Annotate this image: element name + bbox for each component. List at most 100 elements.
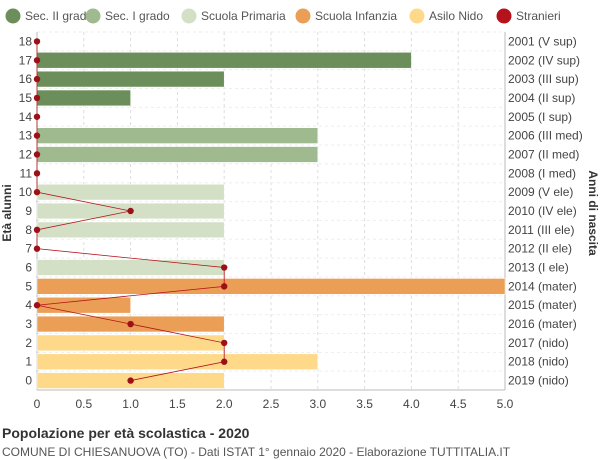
x-tick-label: 4.5 <box>450 397 467 411</box>
x-axis: 0 0.5 1.0 1.5 2.0 2.5 3.0 3.5 4.0 4.5 5.0 <box>34 397 514 411</box>
age-tick-label: 2 <box>25 336 32 350</box>
birth-year-tick-label: 2007 (II med) <box>508 147 579 161</box>
stranieri-point <box>33 302 41 309</box>
age-tick-label: 1 <box>25 355 32 369</box>
stranieri-point <box>33 94 41 102</box>
stranieri-point <box>221 283 228 290</box>
bar <box>36 278 506 295</box>
birth-year-tick-label: 2008 (I med) <box>508 166 576 180</box>
age-tick-label: 13 <box>19 129 33 143</box>
age-tick-label: 7 <box>25 242 32 256</box>
birth-year-tick-label: 2010 (IV ele) <box>508 204 577 218</box>
birth-year-tick-label: 2006 (III med) <box>508 129 583 143</box>
age-tick-label: 16 <box>19 72 33 86</box>
birth-year-tick-label: 2019 (nido) <box>508 374 569 388</box>
age-tick-label: 12 <box>19 147 33 161</box>
birth-year-tick-label: 2014 (mater) <box>508 279 577 293</box>
x-tick-label: 1.0 <box>122 397 139 411</box>
chart-title: Popolazione per età scolastica - 2020 <box>2 425 250 441</box>
age-tick-label: 10 <box>19 185 33 199</box>
x-tick-label: 5.0 <box>497 397 514 411</box>
birth-year-tick-label: 2012 (II ele) <box>508 242 572 256</box>
stranieri-point <box>33 113 41 120</box>
legend-label: Asilo Nido <box>429 9 483 23</box>
stranieri-point <box>127 377 134 384</box>
legend-label: Sec. II grado <box>25 9 93 23</box>
y-axis-title-right: Anni di nascita <box>586 170 600 256</box>
legend-label: Stranieri <box>516 9 561 23</box>
population-chart: Sec. II grado Sec. I grado Scuola Primaria… <box>0 8 600 411</box>
age-tick-label: 14 <box>19 110 33 124</box>
age-tick-label: 8 <box>25 223 32 237</box>
stranieri-point <box>33 245 41 252</box>
bar <box>36 70 225 88</box>
stranieri-point <box>221 339 228 347</box>
legend-marker <box>5 8 21 24</box>
stranieri-line <box>33 38 228 384</box>
x-tick-label: 3.5 <box>356 397 373 411</box>
age-tick-label: 6 <box>25 261 32 275</box>
birth-year-tick-label: 2016 (mater) <box>508 317 577 331</box>
birth-year-tick-label: 2001 (V sup) <box>508 34 577 48</box>
legend-label: Sec. I grado <box>105 9 170 23</box>
chart-grid <box>36 31 506 391</box>
stranieri-point <box>33 75 41 83</box>
birth-year-tick-label: 2003 (III sup) <box>508 72 579 86</box>
x-tick-label: 4.0 <box>403 397 420 411</box>
stranieri-point <box>33 170 41 177</box>
birth-year-tick-label: 2018 (nido) <box>508 355 569 369</box>
age-tick-label: 9 <box>25 204 32 218</box>
x-tick-label: 0 <box>34 397 41 411</box>
chart-source: COMUNE DI CHIESANUOVA (TO) - Dati ISTAT … <box>2 445 511 459</box>
stranieri-point <box>127 207 134 215</box>
bar <box>36 52 412 69</box>
stranieri-point <box>33 226 41 234</box>
legend-marker <box>85 8 101 24</box>
stranieri-point <box>33 151 41 158</box>
bar <box>36 353 319 370</box>
stranieri-point <box>33 188 41 196</box>
stranieri-point <box>221 358 228 365</box>
legend-label: Scuola Infanzia <box>315 9 397 23</box>
legend-marker <box>409 8 425 24</box>
x-tick-label: 2.0 <box>216 397 233 411</box>
age-tick-label: 17 <box>19 53 33 67</box>
x-tick-label: 0.5 <box>75 397 92 411</box>
bar <box>36 259 225 276</box>
age-tick-label: 3 <box>25 317 32 331</box>
birth-year-tick-label: 2004 (II sup) <box>508 91 575 105</box>
stranieri-point <box>33 38 41 45</box>
bar <box>36 297 131 314</box>
y-axis-title-left: Età alunni <box>0 184 14 241</box>
stranieri-point <box>33 132 41 139</box>
birth-year-tick-label: 2002 (IV sup) <box>508 53 580 67</box>
stranieri-point <box>33 57 41 64</box>
birth-year-tick-label: 2015 (mater) <box>508 298 577 312</box>
bar <box>36 89 131 107</box>
age-tick-label: 5 <box>25 279 32 293</box>
stranieri-point <box>221 264 228 271</box>
x-tick-label: 1.5 <box>169 397 186 411</box>
age-tick-label: 18 <box>19 34 33 48</box>
legend-label: Scuola Primaria <box>201 9 286 23</box>
birth-year-tick-label: 2017 (nido) <box>508 336 569 350</box>
chart-bars <box>36 52 506 389</box>
birth-year-axis: 2001 (V sup) 2002 (IV sup) 2003 (III sup) 2… <box>508 34 583 387</box>
legend-marker <box>295 8 311 24</box>
bar <box>36 127 319 144</box>
birth-year-tick-label: 2009 (V ele) <box>508 185 573 199</box>
birth-year-tick-label: 2005 (I sup) <box>508 110 572 124</box>
age-tick-label: 4 <box>25 298 32 312</box>
legend-marker <box>496 8 512 24</box>
legend-marker <box>181 8 197 24</box>
birth-year-tick-label: 2013 (I ele) <box>508 261 569 275</box>
chart-legend: Sec. II grado Sec. I grado Scuola Primaria… <box>5 8 561 24</box>
age-tick-label: 11 <box>20 166 33 180</box>
birth-year-tick-label: 2011 (III ele) <box>508 223 574 237</box>
x-tick-label: 3.0 <box>309 397 326 411</box>
bar <box>36 146 319 163</box>
age-tick-label: 0 <box>25 374 32 388</box>
x-tick-label: 2.5 <box>263 397 280 411</box>
stranieri-point <box>127 320 134 328</box>
